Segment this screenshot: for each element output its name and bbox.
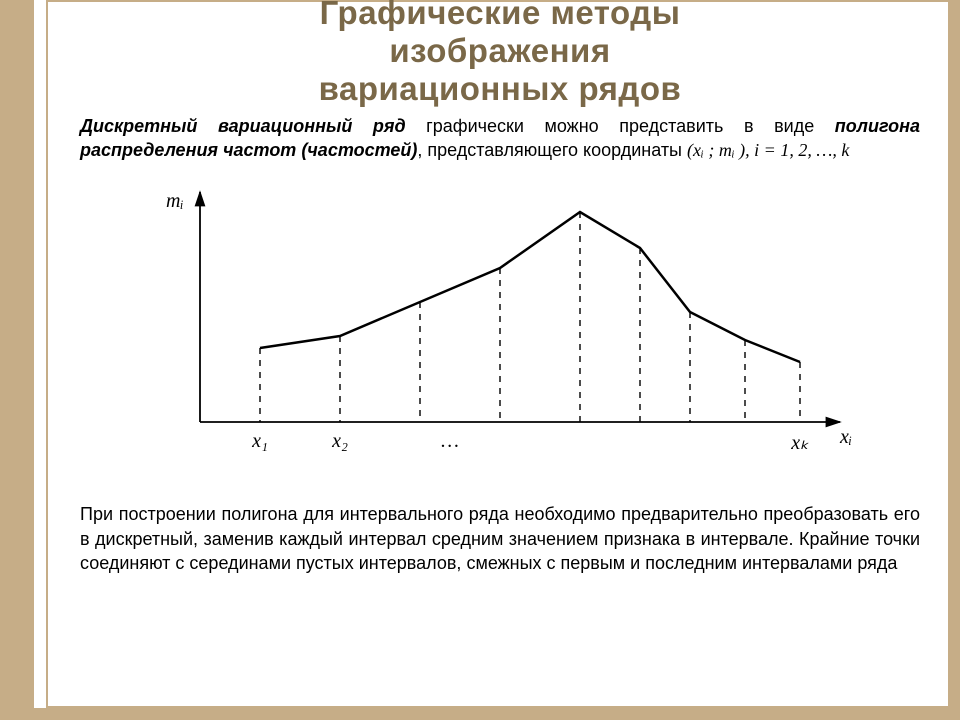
slide-title: Графические методы изображения вариацион…: [80, 0, 920, 108]
title-line2: изображения: [389, 32, 610, 69]
x-tick-3: xₖ: [791, 430, 808, 455]
title-line1: Графические методы: [320, 0, 681, 31]
slide-frame-bottom: [0, 708, 960, 720]
slide-content: Графические методы изображения вариацион…: [60, 0, 940, 575]
x-tick-0: x₁: [252, 430, 268, 453]
formula-coords: (xᵢ ; mᵢ ), i = 1, 2, …, k: [687, 140, 849, 160]
term-discrete: Дискретный вариационный ряд: [80, 116, 406, 136]
y-axis-label: mᵢ: [166, 190, 184, 213]
paragraph-2: При построении полигона для интервальног…: [80, 502, 920, 575]
polygon-chart: mᵢ xᵢ x₁ x₂ … xₖ: [140, 172, 860, 492]
slide-frame-left: [0, 0, 40, 720]
title-line3: вариационных рядов: [319, 70, 682, 107]
x-axis-label: xᵢ: [840, 426, 852, 449]
x-tick-2: …: [441, 430, 459, 453]
slide-frame-right: [950, 0, 960, 720]
x-tick-1: x₂: [332, 430, 348, 453]
polygon-svg: [140, 172, 860, 462]
paragraph-1: Дискретный вариационный ряд графически м…: [80, 114, 920, 163]
